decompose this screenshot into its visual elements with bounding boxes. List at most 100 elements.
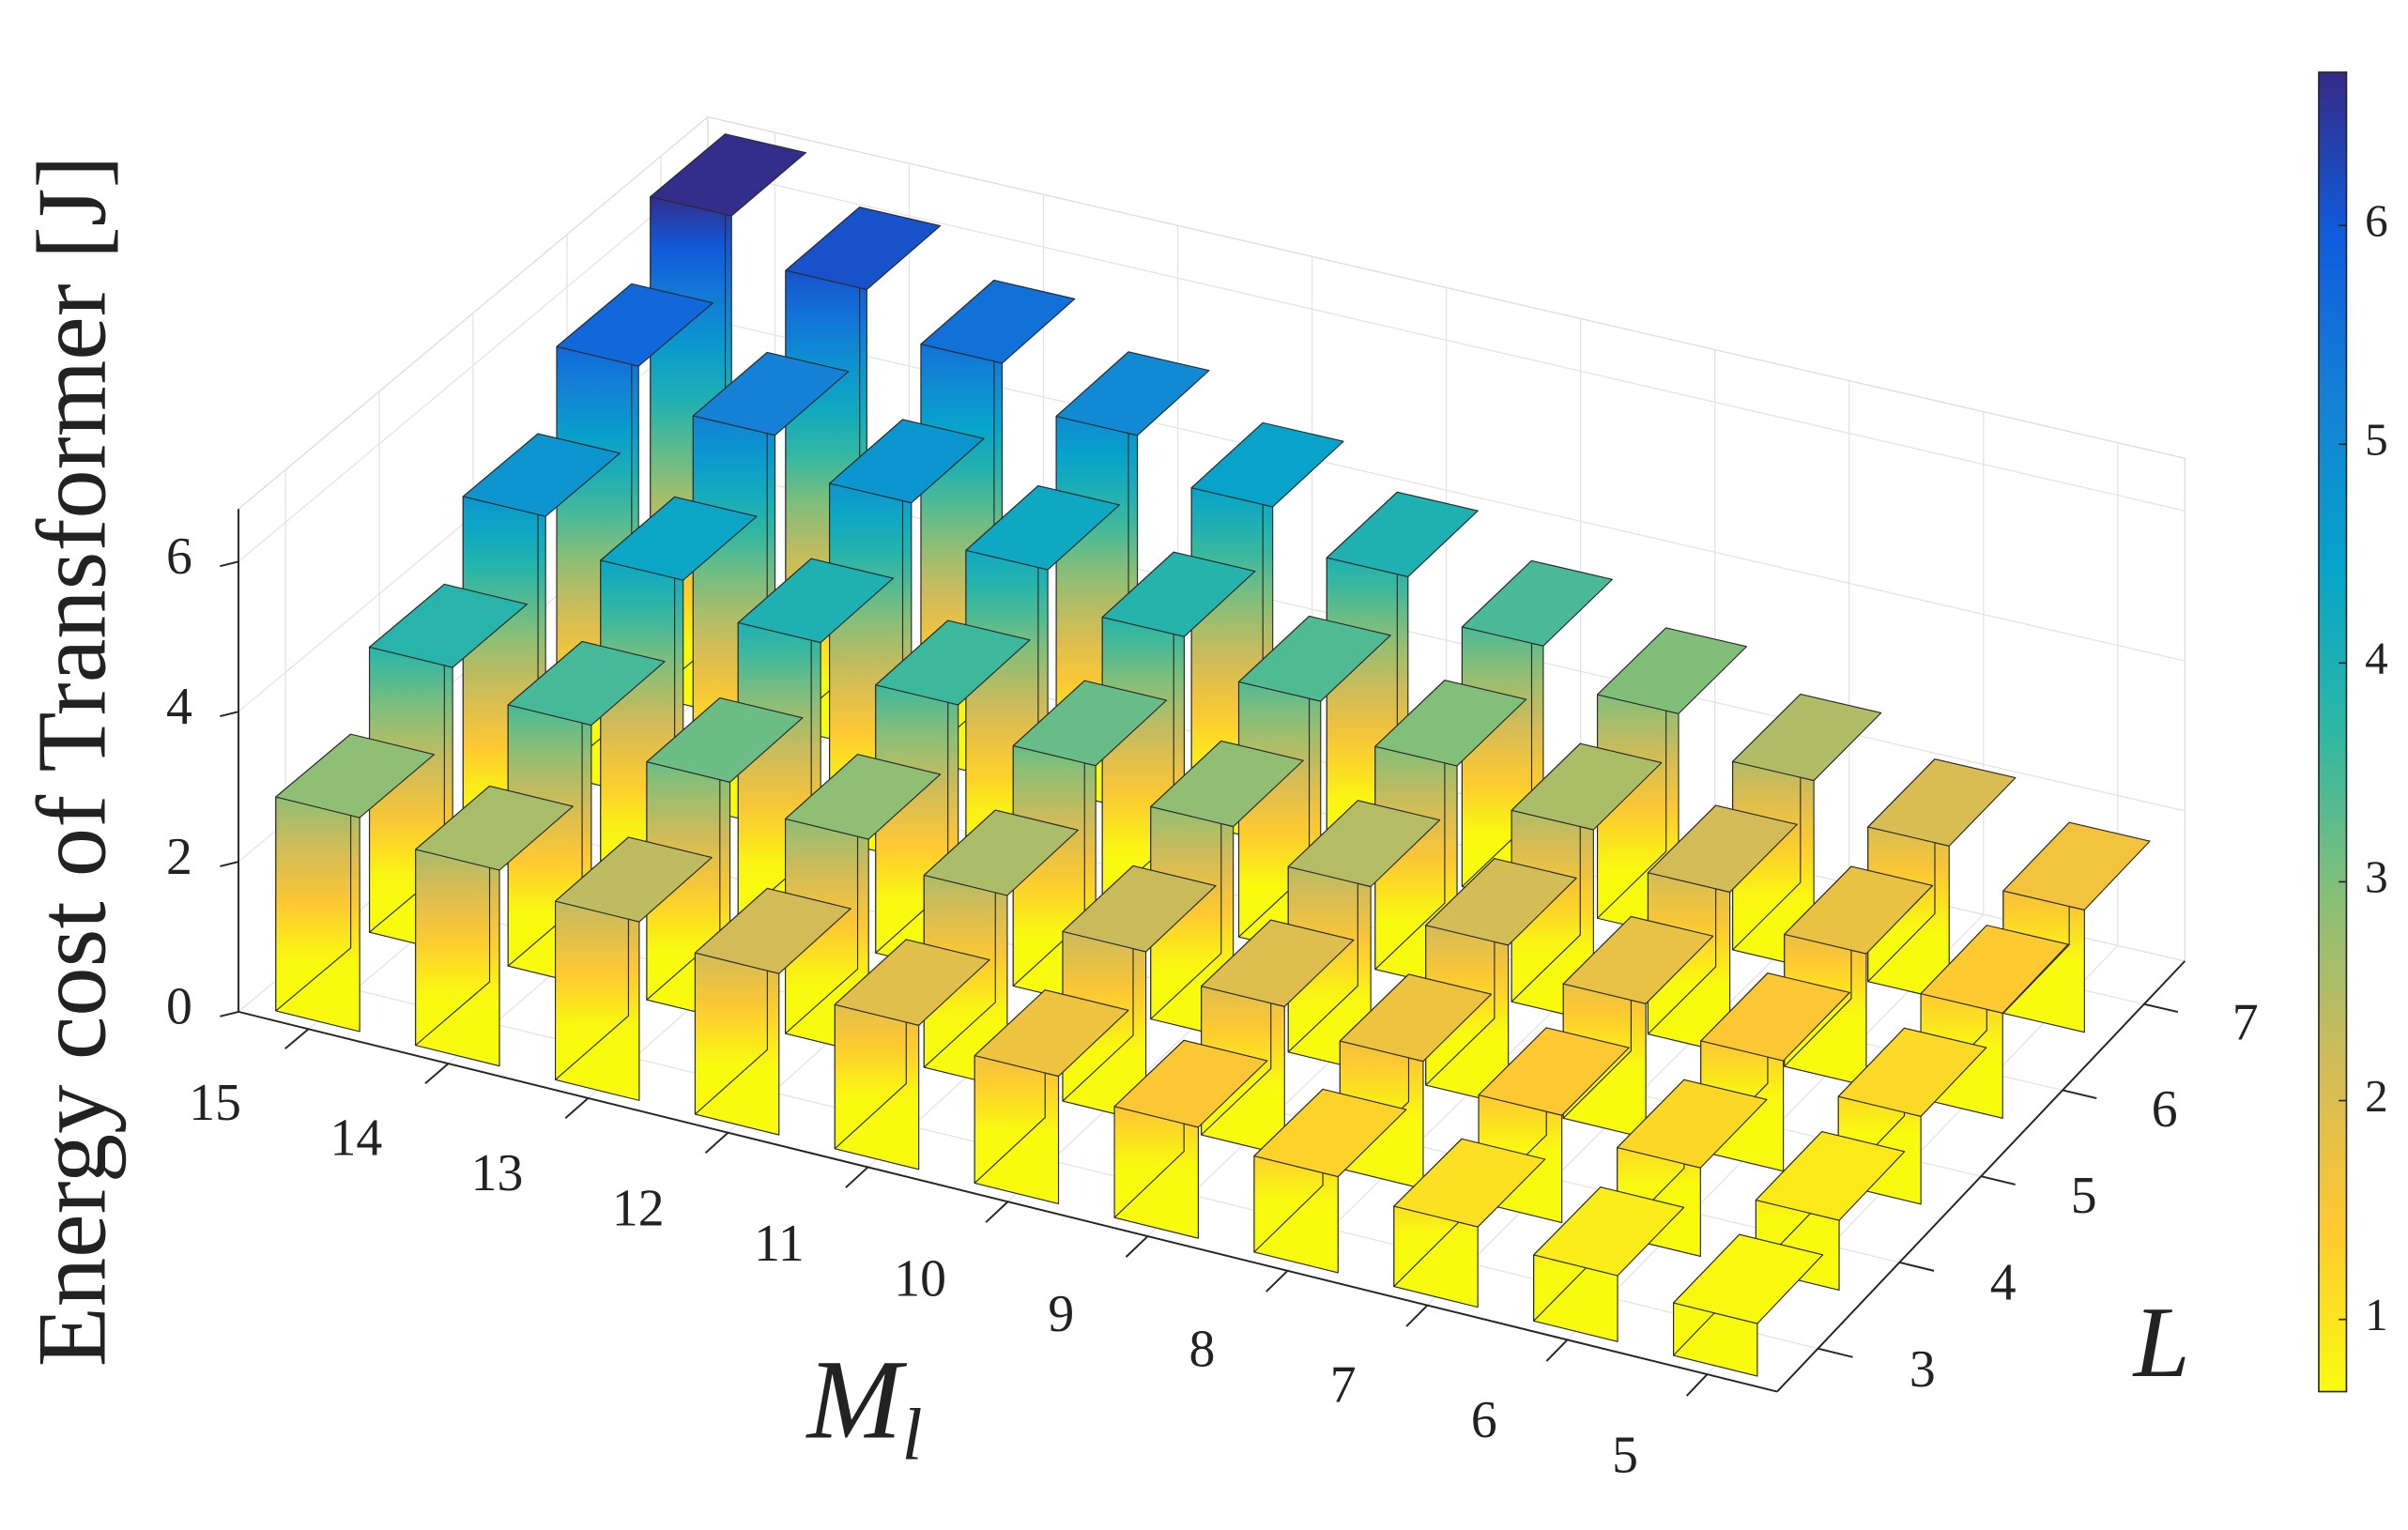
bar-top-face: [829, 419, 985, 504]
bar-top-face: [1150, 740, 1304, 828]
bar-top-face: [1012, 680, 1168, 767]
bar-top-face: [646, 697, 804, 783]
bar-top-face: [556, 283, 714, 367]
y-tick-label: 6: [2152, 1080, 2178, 1139]
bar-top-face: [600, 496, 758, 581]
x-tick: [1685, 1373, 1709, 1397]
bar-top-face: [1596, 627, 1748, 714]
z-tick-label: 2: [166, 828, 192, 886]
colorbar-tick-label: 6: [2365, 194, 2388, 246]
bar-top-face: [1920, 925, 2069, 1014]
x-tick: [564, 1097, 590, 1119]
bar-top-face: [368, 583, 528, 668]
bar: [1393, 1138, 1546, 1308]
z-tick: [220, 861, 239, 867]
y-axis-label: L: [2132, 1287, 2190, 1399]
bar-top-face: [1700, 972, 1850, 1062]
bar-top-face: [920, 279, 1076, 364]
bar-top-face: [1190, 421, 1344, 508]
z-tick: [220, 1010, 239, 1017]
bar: [974, 989, 1129, 1205]
bar-top-face: [1393, 1138, 1546, 1228]
bar: [694, 887, 851, 1136]
bar: [1673, 1233, 1824, 1377]
z-axis-label: Energy cost of Transformer [J]: [17, 155, 126, 1367]
bar-top-face: [1562, 915, 1714, 1004]
bar-top-face: [1478, 1027, 1630, 1116]
x-tick-label: 9: [1048, 1285, 1074, 1343]
x-tick: [1405, 1304, 1429, 1327]
bar-top-face: [1425, 858, 1577, 946]
bar-top-face: [1732, 694, 1882, 782]
bar-top-face: [415, 785, 574, 871]
bar: [554, 836, 713, 1101]
bar: [1533, 1186, 1685, 1342]
x-label-sub: l: [902, 1395, 923, 1476]
bar: [1511, 742, 1663, 1022]
bar: [275, 733, 435, 1033]
y-tick-label: 3: [1910, 1340, 1936, 1399]
x-tick-label: 15: [189, 1074, 241, 1132]
z-tick-label: 0: [166, 978, 192, 1036]
x-tick: [1265, 1270, 1289, 1293]
bar-top-face: [1673, 1233, 1824, 1324]
colorbar-tick-label: 5: [2365, 414, 2388, 466]
bar-top-face: [1101, 551, 1256, 637]
x-label-base: M: [805, 1338, 908, 1463]
bar-top-face: [275, 733, 435, 819]
bar-top-face: [1647, 804, 1798, 894]
x-tick: [845, 1166, 869, 1188]
bar-top-face: [1253, 1088, 1407, 1178]
bar-top-face: [834, 939, 990, 1026]
colorbar-tick-label: 4: [2365, 633, 2388, 684]
bar-top-face: [1237, 615, 1391, 702]
bar-top-face: [1287, 800, 1441, 888]
y-axis-line: [1776, 960, 2186, 1393]
x-tick: [1545, 1339, 1569, 1362]
colorbar-tick-label: 3: [2365, 851, 2388, 903]
x-tick-label: 10: [894, 1250, 946, 1308]
x-tick: [424, 1063, 450, 1085]
x-tick-label: 8: [1189, 1321, 1216, 1379]
bar-top-face: [1617, 1079, 1768, 1169]
bar-top-face: [462, 433, 621, 517]
bar-top-face: [785, 207, 942, 291]
bar-top-face: [923, 809, 1079, 896]
x-tick-label: 5: [1612, 1426, 1638, 1484]
x-tick: [704, 1131, 729, 1154]
bar-top-face: [737, 558, 895, 644]
z-tick-label: 6: [166, 528, 192, 586]
colorbar-tick-label: 2: [2365, 1070, 2388, 1122]
bar-top-face: [1533, 1186, 1685, 1277]
z-tick: [220, 560, 239, 568]
y-tick-label: 5: [2071, 1167, 2097, 1225]
x-tick-label: 14: [330, 1109, 382, 1168]
bar-top-face: [1511, 742, 1663, 831]
y-tick: [1980, 1175, 2016, 1186]
bar-top-face: [650, 133, 807, 217]
x-tick-label: 7: [1330, 1355, 1357, 1414]
x-tick-label: 12: [612, 1180, 665, 1238]
bar: [834, 939, 990, 1170]
colorbar-tick-label: 1: [2365, 1289, 2388, 1340]
bar-top-face: [507, 640, 666, 727]
bar: [1113, 1039, 1268, 1239]
y-tick: [1899, 1261, 1935, 1272]
bar-top-face: [694, 887, 851, 974]
bar-top-face: [1784, 865, 1934, 955]
colorbar: [2318, 71, 2348, 1393]
x-tick-label: 6: [1471, 1391, 1497, 1449]
x-tick-label: 13: [471, 1144, 524, 1202]
bar-top-face: [1326, 491, 1479, 578]
z-tick: [220, 711, 239, 718]
y-tick: [2062, 1089, 2097, 1099]
bar-top-face: [2002, 821, 2151, 910]
bar: [600, 496, 758, 908]
bar-top-face: [692, 351, 850, 436]
bar-top-face: [1339, 973, 1493, 1063]
x-tick: [985, 1201, 1009, 1223]
x-axis-label: Ml: [805, 1338, 923, 1476]
y-tick-label: 4: [1990, 1253, 2017, 1311]
bar-top-face: [1867, 758, 2017, 847]
